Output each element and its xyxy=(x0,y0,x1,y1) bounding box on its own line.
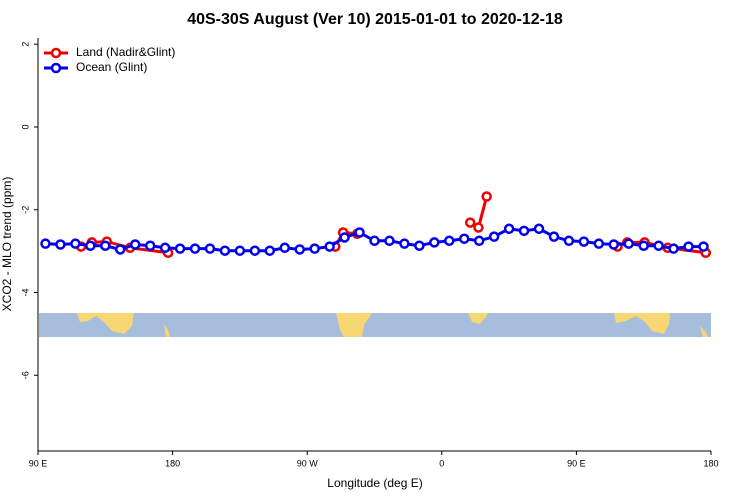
x-tick-label: 0 xyxy=(439,458,444,468)
y-tick-label: 2 xyxy=(20,42,30,47)
point xyxy=(85,240,96,251)
point xyxy=(473,222,484,233)
land-shape xyxy=(164,324,170,337)
point xyxy=(481,191,492,202)
point xyxy=(294,244,305,255)
point xyxy=(309,243,320,254)
point xyxy=(264,245,276,256)
ocean-strip xyxy=(39,313,711,337)
point xyxy=(159,242,171,254)
point xyxy=(399,238,410,249)
y-tick-label: -2 xyxy=(20,206,30,214)
point xyxy=(548,231,560,242)
point xyxy=(369,235,380,247)
point xyxy=(339,232,350,243)
legend-label: Ocean (Glint) xyxy=(76,60,147,74)
point xyxy=(70,238,81,249)
chart-title: 40S-30S August (Ver 10) 2015-01-01 to 20… xyxy=(187,11,563,28)
point xyxy=(638,240,649,251)
point xyxy=(503,223,515,235)
x-tick-label: 90 W xyxy=(297,458,319,468)
point xyxy=(593,238,605,249)
point xyxy=(204,243,216,254)
point xyxy=(444,235,455,247)
point xyxy=(100,240,111,251)
point xyxy=(219,245,231,256)
point xyxy=(279,242,291,254)
y-tick-label: 0 xyxy=(20,124,30,129)
point xyxy=(429,237,440,248)
point xyxy=(55,239,66,250)
x-tick-label: 90 E xyxy=(567,458,586,468)
point xyxy=(464,217,476,228)
point xyxy=(174,243,186,254)
land-shape xyxy=(614,313,670,334)
point xyxy=(234,245,246,256)
point xyxy=(40,238,51,249)
point xyxy=(533,223,545,235)
point xyxy=(189,243,201,254)
land-shape xyxy=(336,313,372,337)
point xyxy=(129,239,141,250)
point xyxy=(414,240,425,251)
point xyxy=(653,240,664,251)
x-tick-label: 90 E xyxy=(29,458,48,468)
legend-marker xyxy=(50,47,62,59)
point xyxy=(144,240,156,251)
land-shape xyxy=(468,313,488,324)
point xyxy=(324,241,335,252)
land-shape xyxy=(700,326,708,337)
point xyxy=(384,235,395,247)
y-tick-label: -6 xyxy=(20,371,30,379)
point xyxy=(518,225,530,237)
map-strip xyxy=(39,313,711,337)
point xyxy=(623,238,634,249)
point xyxy=(608,239,620,250)
point xyxy=(578,236,590,247)
x-tick-label: 180 xyxy=(703,458,718,468)
point xyxy=(249,245,261,256)
x-tick-label: 180 xyxy=(165,458,180,468)
x-axis-label: Longitude (deg E) xyxy=(327,476,422,490)
land-shape xyxy=(77,313,134,334)
point xyxy=(698,241,709,252)
point xyxy=(115,244,126,255)
legend-marker xyxy=(50,62,62,74)
point xyxy=(668,243,679,254)
point xyxy=(563,235,575,247)
y-axis-label: XCO2 - MLO trend (ppm) xyxy=(0,177,14,312)
y-tick-label: -4 xyxy=(20,288,30,296)
point xyxy=(458,233,470,244)
point xyxy=(683,241,694,252)
point xyxy=(488,231,500,242)
point xyxy=(473,235,485,247)
legend-label: Land (Nadir&Glint) xyxy=(76,45,175,59)
point xyxy=(354,227,365,238)
